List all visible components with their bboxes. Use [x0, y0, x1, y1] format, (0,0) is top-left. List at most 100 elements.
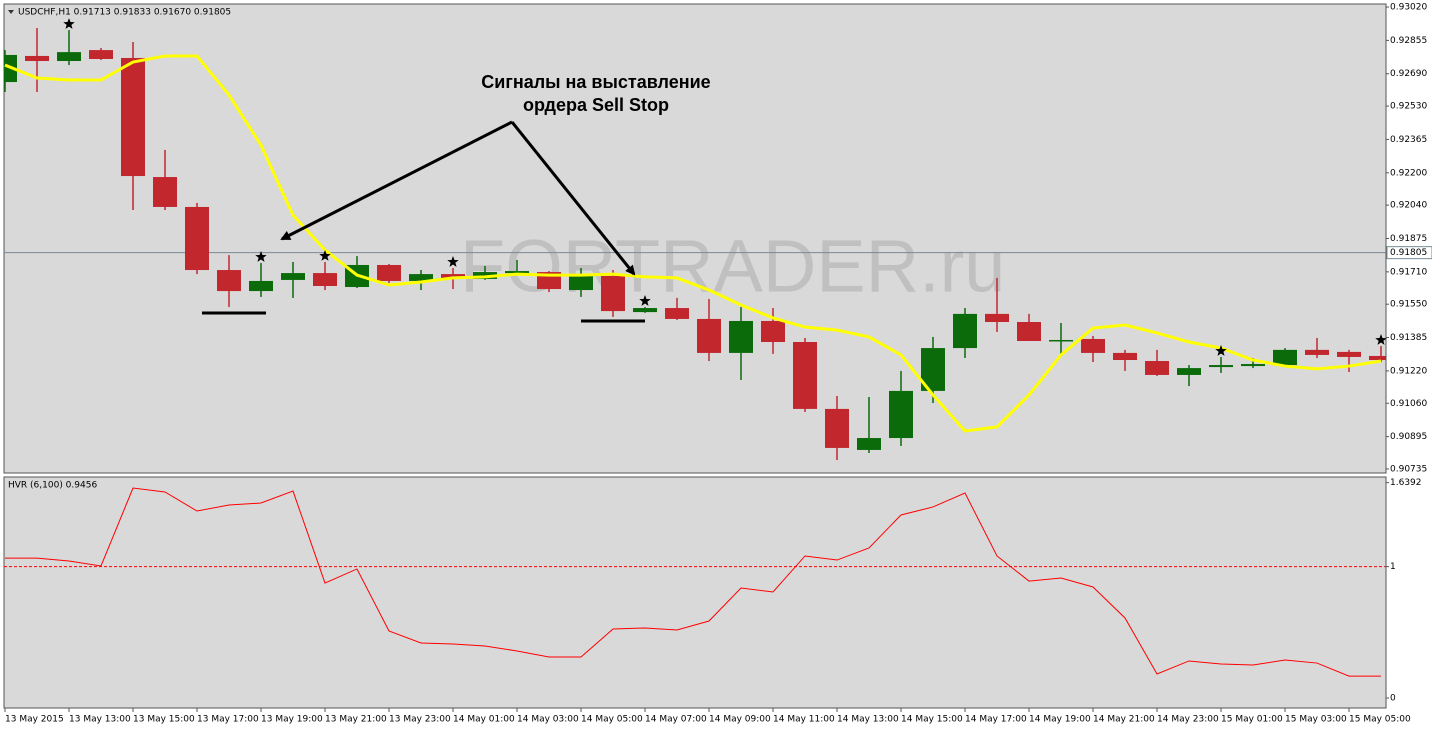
candle-body [1337, 351, 1361, 357]
y-tick-label: 1 [1390, 562, 1396, 572]
candle-body [25, 55, 49, 62]
x-tick-label: 14 May 21:00 [1093, 715, 1155, 725]
indicator-panel [3, 476, 1387, 709]
candle-body [505, 271, 529, 274]
candle-body [665, 308, 689, 319]
x-tick-label: 14 May 05:00 [581, 715, 643, 725]
candle-body [1017, 321, 1041, 341]
x-tick-label: 13 May 21:00 [325, 715, 387, 725]
candle-body [377, 264, 401, 281]
candle-body [1305, 349, 1329, 355]
signal-star [1215, 344, 1227, 356]
indicator-plot [4, 487, 1386, 677]
candle-body [1273, 349, 1297, 366]
candle-body [57, 52, 81, 62]
candle-body [1369, 355, 1386, 360]
candle-body [953, 313, 977, 349]
candle-body [601, 275, 625, 312]
candle-body [697, 318, 721, 353]
candle-body [89, 50, 113, 59]
x-tick-label: 15 May 05:00 [1349, 715, 1411, 725]
y-tick-label: 0.93020 [1390, 3, 1427, 13]
watermark: FORTRADER.ru [460, 225, 1005, 308]
menu-icon [8, 10, 14, 14]
arrow [280, 120, 513, 241]
candle-body [1113, 352, 1137, 360]
x-tick-label: 14 May 01:00 [453, 715, 515, 725]
x-tick-label: 14 May 17:00 [965, 715, 1027, 725]
x-tick-label: 14 May 11:00 [773, 715, 835, 725]
y-tick-label: 0.91875 [1390, 234, 1427, 244]
main-panel [3, 3, 1387, 474]
candle-body [217, 270, 241, 292]
y-tick-label: 0.91385 [1390, 333, 1427, 343]
candle-body [1177, 368, 1201, 375]
y-tick-label: 0.92040 [1390, 201, 1427, 211]
y-tick-label: 0.91220 [1390, 366, 1427, 376]
axes: 0.93020 0.92855 0.92690 0.92530 0.92365 0.922… [4, 3, 1432, 725]
y-tick-label: 0.92855 [1390, 36, 1427, 46]
candle-body [281, 273, 305, 280]
candle-body [761, 320, 785, 343]
candle-body [249, 280, 273, 292]
signal-star [63, 18, 75, 29]
candle-body [1209, 365, 1233, 368]
signal-star [319, 249, 331, 261]
candle-body [121, 57, 145, 177]
x-tick-label: 13 May 23:00 [389, 715, 451, 725]
y-tick-label: 0 [1390, 694, 1396, 704]
candle-body [1049, 339, 1073, 342]
candle-body [889, 390, 913, 439]
candle-body [1145, 361, 1169, 375]
candle-body [409, 274, 433, 281]
chart-title: USDCHF,H1 0.91713 0.91833 0.91670 0.9180… [18, 8, 231, 18]
signal-star [639, 295, 651, 306]
signal-star [255, 250, 267, 262]
indicator-title: HVR (6,100) 0.9456 [8, 481, 97, 491]
candle-body [729, 320, 753, 353]
candle-body [1081, 338, 1105, 353]
annotation: Сигналы на выставление [481, 72, 710, 92]
y-tick-label: 0.91710 [1390, 267, 1427, 277]
y-tick-label: 0.90735 [1390, 464, 1427, 474]
x-tick-label: 13 May 17:00 [197, 715, 259, 725]
x-tick-label: 15 May 01:00 [1221, 715, 1283, 725]
last-price-box [1386, 246, 1432, 260]
x-tick-label: 14 May 13:00 [837, 715, 899, 725]
y-tick-label: 0.92530 [1390, 102, 1427, 112]
candle-body [825, 408, 849, 448]
signal-star [1375, 334, 1387, 345]
main-plot [4, 28, 1386, 461]
y-tick-label: 0.92200 [1390, 168, 1427, 178]
candle-body [569, 275, 593, 291]
annotation: ордера Sell Stop [523, 95, 669, 115]
x-tick-label: 15 May 03:00 [1285, 715, 1347, 725]
candle-body [985, 313, 1009, 322]
candle-body [1241, 364, 1265, 367]
y-tick-label: 1.6392 [1390, 478, 1422, 488]
x-tick-label: 14 May 07:00 [645, 715, 707, 725]
x-tick-label: 13 May 13:00 [69, 715, 131, 725]
y-tick-label: 0.92690 [1390, 69, 1427, 79]
moving-average [4, 54, 1382, 433]
candle-body [153, 177, 177, 207]
x-tick-label: 14 May 03:00 [517, 715, 579, 725]
candle-body [793, 342, 817, 409]
candle-body [857, 438, 881, 450]
x-tick-label: 14 May 19:00 [1029, 715, 1091, 725]
candle-body [185, 206, 209, 271]
candle-body [633, 308, 657, 313]
x-tick-label: 14 May 15:00 [901, 715, 963, 725]
y-tick-label: 0.91550 [1390, 300, 1427, 310]
x-tick-label: 14 May 23:00 [1157, 715, 1219, 725]
x-tick-label: 13 May 19:00 [261, 715, 323, 725]
x-tick-label: 13 May 15:00 [133, 715, 195, 725]
y-tick-label: 0.90895 [1390, 432, 1427, 442]
x-tick-label: 13 May 2015 [5, 715, 64, 725]
indicator-line [5, 487, 1381, 677]
arrow [510, 121, 636, 276]
y-tick-label: 0.92365 [1390, 135, 1427, 145]
last-price-label: 0.91805 [1390, 248, 1427, 258]
signal-star [447, 256, 459, 267]
